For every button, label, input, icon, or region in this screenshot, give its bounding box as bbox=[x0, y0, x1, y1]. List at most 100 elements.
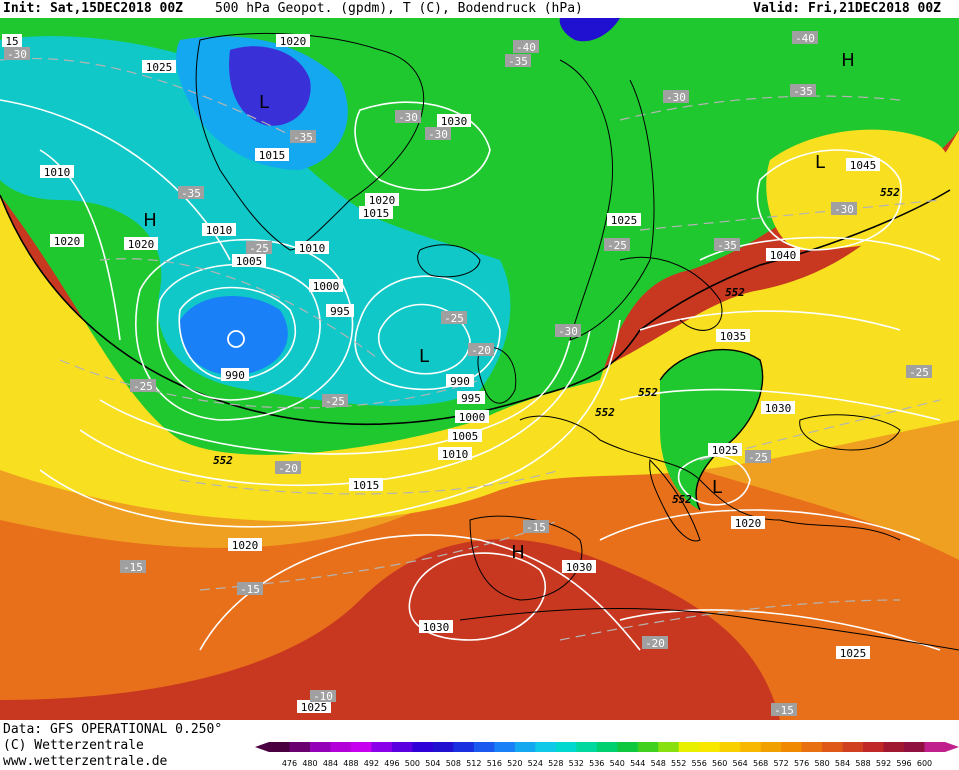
low-center: L bbox=[259, 92, 269, 113]
pressure-label: 1025 bbox=[708, 443, 742, 457]
scale-tick-label: 588 bbox=[855, 759, 870, 768]
svg-text:1005: 1005 bbox=[236, 255, 263, 268]
svg-text:1015: 1015 bbox=[259, 149, 286, 162]
pressure-label: 1025 bbox=[607, 213, 641, 227]
pressure-label: 1030 bbox=[437, 114, 471, 128]
geopot-label: 552 bbox=[638, 386, 658, 399]
scale-tick-label: 544 bbox=[630, 759, 645, 768]
svg-text:1025: 1025 bbox=[712, 444, 739, 457]
scale-swatch bbox=[576, 742, 598, 752]
scale-swatch bbox=[760, 742, 782, 752]
scale-swatch bbox=[781, 742, 803, 752]
scale-tick-label: 564 bbox=[733, 759, 748, 768]
scale-tick-label: 516 bbox=[487, 759, 502, 768]
scale-tick-label: 536 bbox=[589, 759, 604, 768]
pressure-labels: 1020 1025 1015 1010 1020 1020 1005 1010 … bbox=[40, 34, 880, 714]
svg-text:1005: 1005 bbox=[452, 430, 479, 443]
pressure-label: 1015 bbox=[359, 206, 393, 220]
scale-swatch bbox=[269, 742, 290, 752]
svg-text:-30: -30 bbox=[834, 203, 854, 216]
scale-tick-label: 476 bbox=[282, 759, 297, 768]
temp-label: -25 bbox=[906, 365, 932, 379]
pressure-label: 1040 bbox=[766, 248, 800, 262]
geopot-label: 552 bbox=[725, 286, 745, 299]
shading-blue-top bbox=[559, 18, 620, 42]
high-center: H bbox=[511, 542, 525, 563]
scale-tick-label: 548 bbox=[651, 759, 666, 768]
scale-swatch bbox=[494, 742, 516, 752]
svg-text:-15: -15 bbox=[240, 583, 260, 596]
svg-text:-30: -30 bbox=[398, 111, 418, 124]
scale-tick-label: 596 bbox=[896, 759, 911, 768]
pressure-label: 1030 bbox=[562, 560, 596, 574]
scale-tick-label: 568 bbox=[753, 759, 768, 768]
isobar bbox=[639, 310, 901, 331]
greenland-coast bbox=[195, 32, 425, 251]
temp-label: -20 bbox=[275, 461, 301, 475]
scandinavia-coast bbox=[559, 59, 655, 341]
valid-time: Valid: Fri,21DEC2018 00Z bbox=[753, 1, 941, 16]
svg-text:-30: -30 bbox=[558, 325, 578, 338]
svg-text:1020: 1020 bbox=[54, 235, 81, 248]
temp-label: -10 bbox=[310, 690, 336, 703]
scale-tick-label: 592 bbox=[876, 759, 891, 768]
svg-text:1030: 1030 bbox=[566, 561, 593, 574]
svg-text:1020: 1020 bbox=[280, 35, 307, 48]
weather-map: 1020 1025 1015 1010 1020 1020 1005 1010 … bbox=[0, 18, 959, 720]
svg-text:1010: 1010 bbox=[44, 166, 71, 179]
svg-text:1025: 1025 bbox=[840, 647, 867, 660]
scale-arrow-left bbox=[255, 742, 269, 752]
pressure-label: 1030 bbox=[761, 401, 795, 415]
scale-tick-label: 508 bbox=[446, 759, 461, 768]
scale-tick-label: 500 bbox=[405, 759, 420, 768]
scale-swatch bbox=[842, 742, 864, 752]
scale-swatch bbox=[617, 742, 639, 752]
svg-text:1025: 1025 bbox=[611, 214, 638, 227]
scale-tick-label: 524 bbox=[528, 759, 543, 768]
scale-swatch bbox=[904, 742, 926, 752]
svg-text:-10: -10 bbox=[313, 690, 333, 703]
pressure-label: 1025 bbox=[836, 646, 870, 660]
scale-tick-label: 532 bbox=[569, 759, 584, 768]
pressure-label: 995 bbox=[457, 391, 485, 405]
pressure-label: 995 bbox=[326, 304, 354, 318]
pressure-label: 1010 bbox=[202, 223, 236, 237]
isotherm bbox=[99, 258, 381, 361]
temp-label: -15 bbox=[771, 703, 797, 717]
temp-label: -35 bbox=[714, 238, 740, 252]
isobar bbox=[756, 149, 903, 251]
svg-text:-30: -30 bbox=[428, 128, 448, 141]
svg-text:-25: -25 bbox=[249, 242, 269, 255]
temp-label: -25 bbox=[604, 238, 630, 252]
svg-text:-25: -25 bbox=[607, 239, 627, 252]
pressure-label: 1020 bbox=[228, 538, 262, 552]
svg-text:1020: 1020 bbox=[369, 194, 396, 207]
pressure-label: 1010 bbox=[40, 165, 74, 179]
temp-label: -25 bbox=[441, 311, 467, 325]
isobar bbox=[354, 101, 491, 191]
svg-text:-35: -35 bbox=[793, 85, 813, 98]
svg-text:1015: 1015 bbox=[353, 479, 380, 492]
svg-text:1000: 1000 bbox=[459, 411, 486, 424]
scale-tick-label: 520 bbox=[507, 759, 522, 768]
scale-swatch bbox=[719, 742, 741, 752]
scale-swatch bbox=[330, 742, 352, 752]
geopot-552-contour-east bbox=[659, 348, 764, 511]
pressure-label: 1035 bbox=[716, 329, 750, 343]
pressure-label: 1020 bbox=[365, 193, 399, 207]
isotherm bbox=[639, 199, 941, 231]
scale-swatch bbox=[432, 742, 454, 752]
isobar bbox=[156, 263, 321, 401]
isotherm bbox=[699, 399, 941, 461]
scale-tick-label: 512 bbox=[466, 759, 481, 768]
svg-text:-15: -15 bbox=[526, 521, 546, 534]
scale-tick-label: 584 bbox=[835, 759, 850, 768]
scale-tick-label: 504 bbox=[425, 759, 440, 768]
temp-label: -30 bbox=[395, 110, 421, 124]
scale-tick-label: 540 bbox=[610, 759, 625, 768]
color-scale: 476 480 484 488 492 496 500 504 508 512 516 520 524 5… bbox=[255, 742, 959, 768]
temp-label: -30 bbox=[831, 202, 857, 216]
svg-text:1030: 1030 bbox=[765, 402, 792, 415]
svg-text:-15: -15 bbox=[123, 561, 143, 574]
scale-tick-label: 600 bbox=[917, 759, 932, 768]
